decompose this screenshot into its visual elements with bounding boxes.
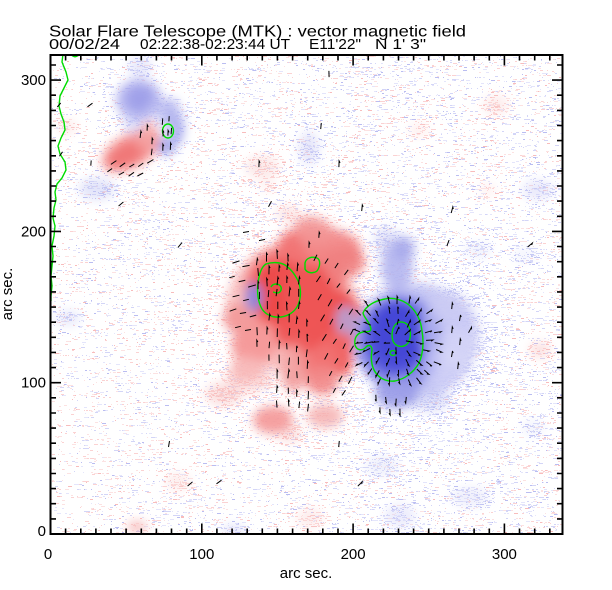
svg-text:300: 300 <box>492 546 517 563</box>
svg-text:Solar Flare Telescope (MTK) :: Solar Flare Telescope (MTK) : vector mag… <box>49 24 466 41</box>
svg-text:E11'22": E11'22" <box>309 36 361 53</box>
svg-text:N 1' 3": N 1' 3" <box>375 36 426 53</box>
svg-text:300: 300 <box>21 72 46 89</box>
svg-text:200: 200 <box>341 546 366 563</box>
svg-text:200: 200 <box>21 223 46 240</box>
svg-text:00/02/24: 00/02/24 <box>49 36 120 53</box>
svg-text:100: 100 <box>189 546 214 563</box>
svg-text:arc sec.: arc sec. <box>280 565 333 582</box>
svg-text:100: 100 <box>21 375 46 392</box>
svg-text:0: 0 <box>44 546 52 563</box>
svg-text:02:22:38-02:23:44 UT: 02:22:38-02:23:44 UT <box>140 36 290 53</box>
svg-text:arc sec.: arc sec. <box>0 268 16 321</box>
svg-text:0: 0 <box>38 523 46 540</box>
